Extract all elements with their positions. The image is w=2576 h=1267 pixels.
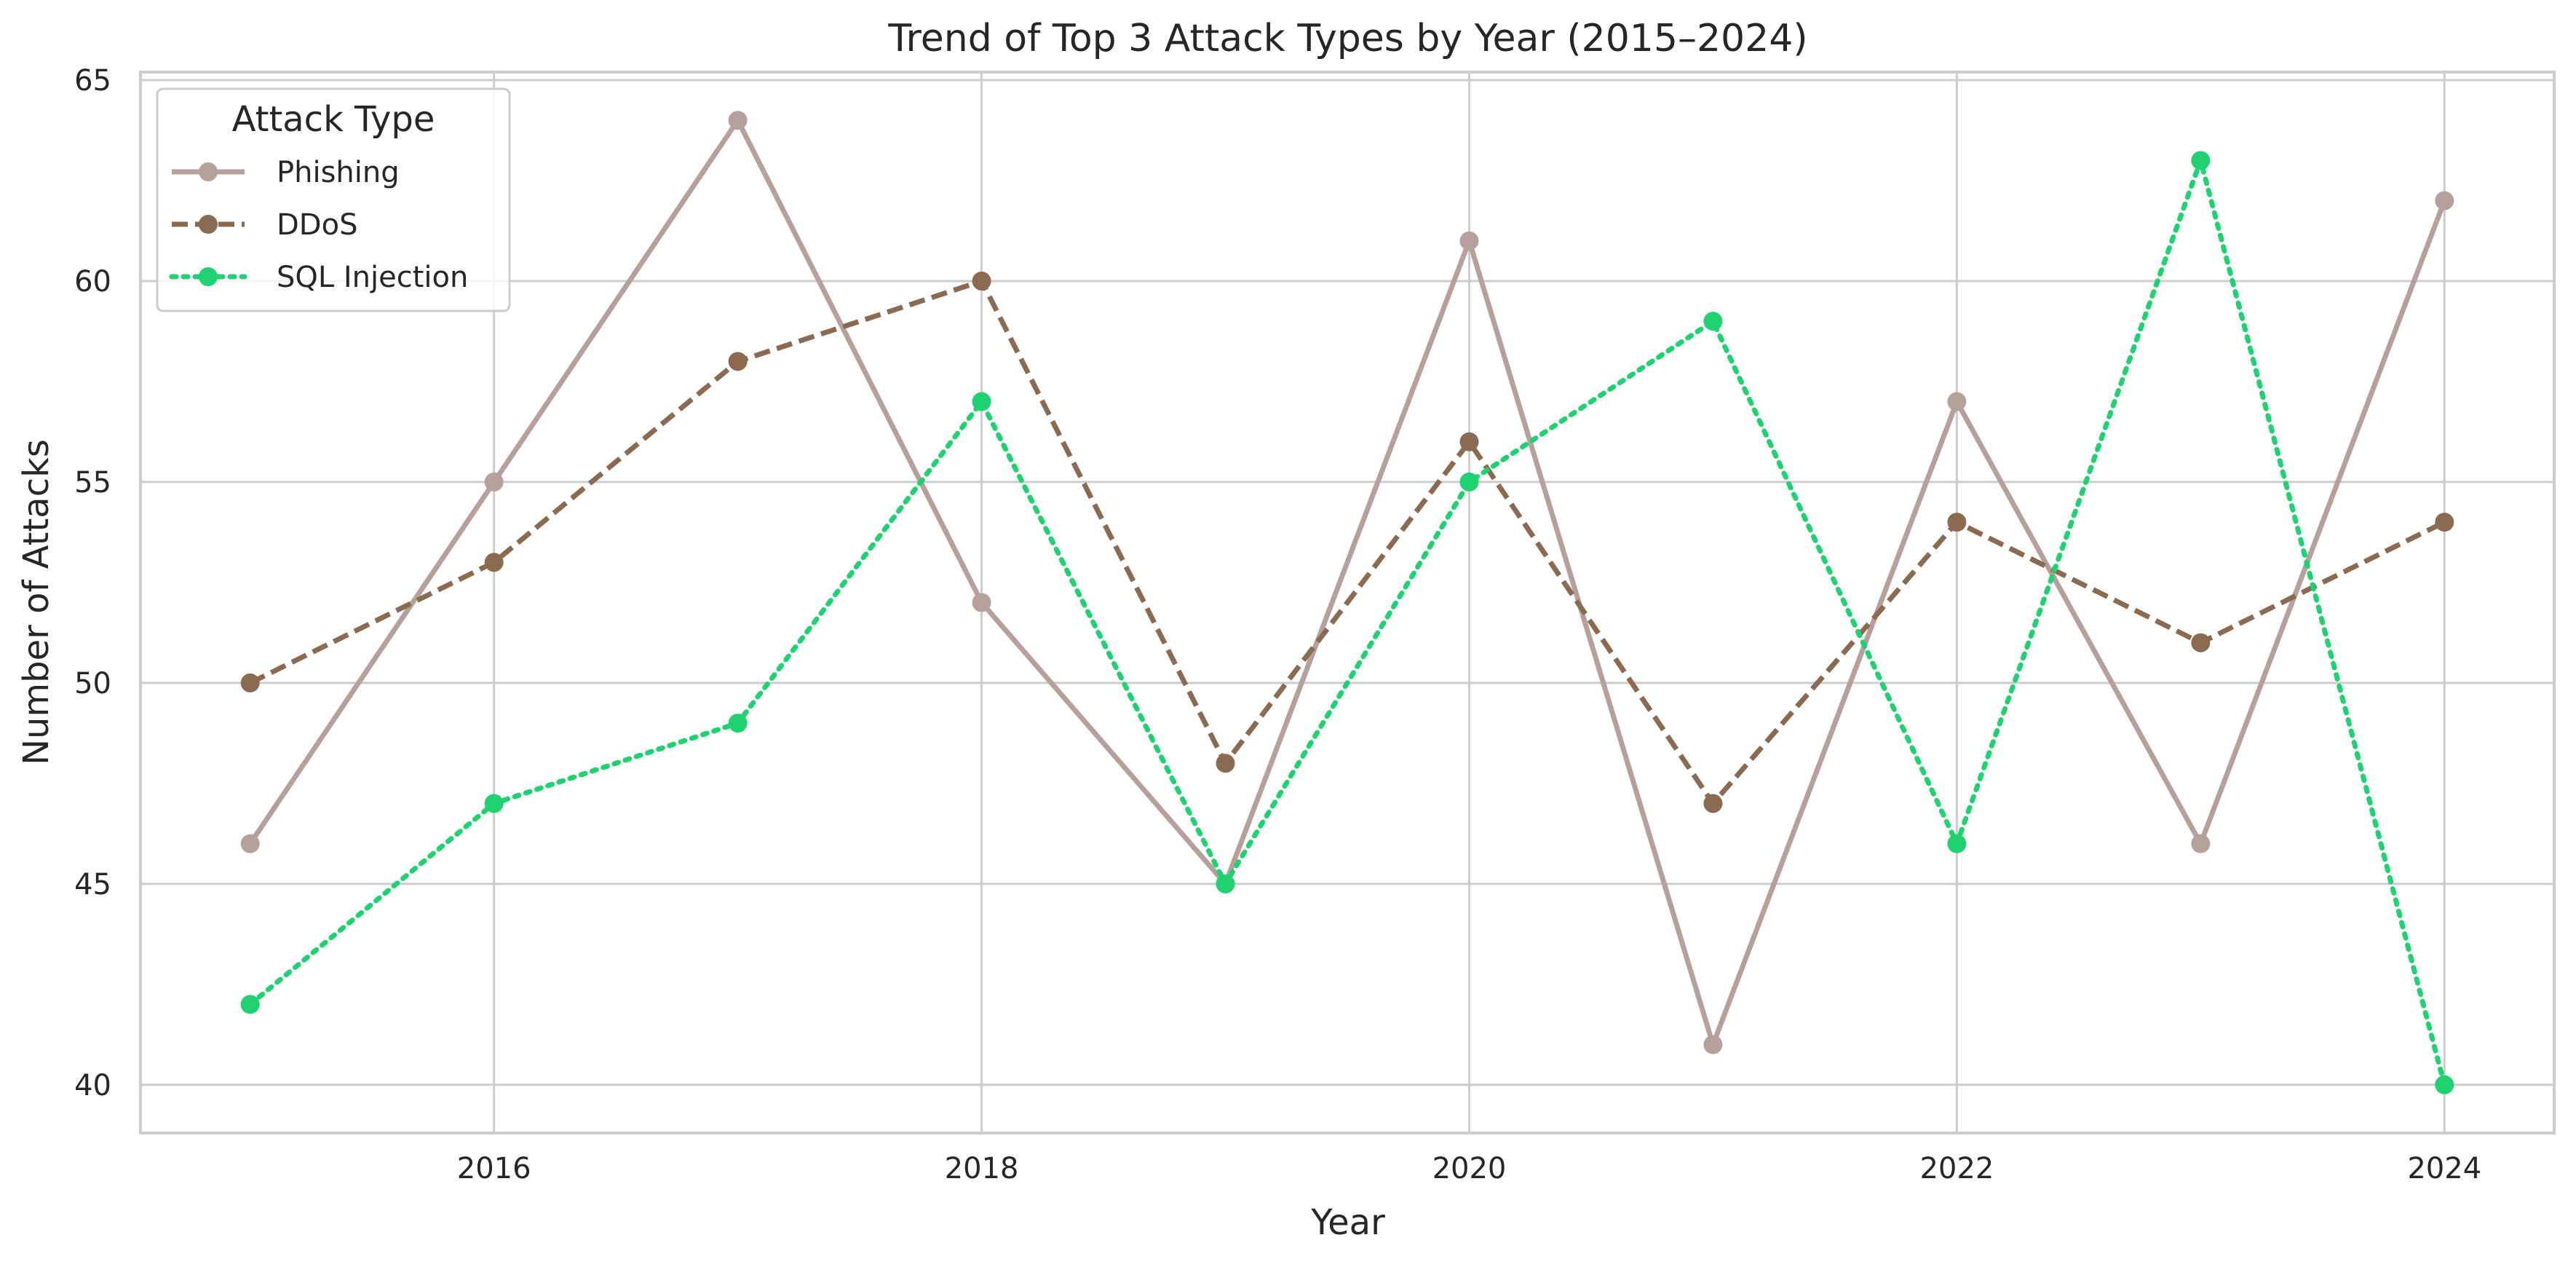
chart-title: Trend of Top 3 Attack Types by Year (201… bbox=[887, 17, 1807, 60]
data-point-phishing bbox=[1703, 1035, 1723, 1054]
data-point-sql-injection bbox=[484, 794, 504, 813]
series-sql-injection bbox=[240, 151, 2454, 1094]
data-point-phishing bbox=[1459, 231, 1479, 250]
series-line-phishing bbox=[247, 117, 2447, 1048]
series-ddos bbox=[240, 271, 2454, 813]
data-point-sql-injection bbox=[2435, 1075, 2454, 1094]
data-point-sql-injection bbox=[728, 714, 748, 733]
data-point-phishing bbox=[2435, 191, 2454, 210]
legend-entry-phishing: Phishing bbox=[172, 156, 400, 189]
tick-labels: 2016 2018 2020 2022 2024 40 45 50 55 60 65 bbox=[74, 64, 2481, 1185]
legend-entries: Phishing DDoS SQL Injection bbox=[169, 156, 468, 294]
legend-label-ddos: DDoS bbox=[277, 208, 357, 242]
data-point-ddos bbox=[1459, 432, 1479, 451]
legend-marker-ddos bbox=[199, 215, 218, 234]
legend-entry-ddos: DDoS bbox=[172, 208, 357, 242]
series-layer bbox=[240, 111, 2454, 1094]
legend-marker-phishing bbox=[199, 162, 218, 181]
legend-box bbox=[156, 87, 511, 312]
x-tick-label: 2018 bbox=[945, 1152, 1019, 1185]
plot-frame bbox=[139, 71, 2556, 1134]
x-tick-label: 2016 bbox=[457, 1152, 531, 1185]
legend-label-phishing: Phishing bbox=[277, 156, 400, 189]
legend-label-sql-injection: SQL Injection bbox=[277, 261, 468, 294]
data-point-sql-injection bbox=[240, 995, 260, 1014]
y-tick-label: 45 bbox=[74, 868, 111, 901]
series-line-sql-injection bbox=[247, 157, 2447, 1088]
data-point-phishing bbox=[240, 834, 260, 853]
data-point-ddos bbox=[1947, 513, 1967, 532]
data-point-sql-injection bbox=[1947, 834, 1967, 853]
data-point-ddos bbox=[240, 673, 260, 692]
legend-entry-sql-injection: SQL Injection bbox=[169, 261, 468, 294]
data-point-ddos bbox=[1216, 754, 1235, 773]
data-point-phishing bbox=[2191, 834, 2211, 853]
data-point-sql-injection bbox=[1459, 472, 1479, 492]
x-axis-label: Year bbox=[1310, 1202, 1385, 1243]
series-line-ddos bbox=[249, 278, 2446, 806]
data-point-sql-injection bbox=[972, 392, 991, 411]
data-point-sql-injection bbox=[2191, 151, 2211, 170]
data-point-ddos bbox=[972, 271, 991, 291]
y-tick-label: 55 bbox=[74, 466, 111, 500]
y-tick-label: 65 bbox=[74, 64, 111, 98]
data-point-phishing bbox=[972, 593, 991, 612]
legend: Attack Type Phishing DDoS SQL Injection bbox=[156, 87, 511, 312]
data-point-ddos bbox=[2435, 513, 2454, 532]
legend-marker-sql-injection bbox=[199, 267, 218, 286]
data-point-ddos bbox=[2191, 633, 2211, 652]
x-tick-label: 2022 bbox=[1919, 1152, 1994, 1185]
y-tick-label: 60 bbox=[74, 265, 111, 299]
y-tick-label: 40 bbox=[74, 1069, 111, 1102]
data-point-sql-injection bbox=[1216, 874, 1235, 893]
x-tick-label: 2020 bbox=[1432, 1152, 1507, 1185]
data-point-phishing bbox=[484, 472, 504, 492]
y-axis-label: Number of Attacks bbox=[16, 439, 57, 765]
data-point-ddos bbox=[1703, 794, 1723, 813]
data-point-phishing bbox=[1947, 392, 1967, 411]
y-tick-label: 50 bbox=[74, 667, 111, 700]
data-point-ddos bbox=[484, 553, 504, 572]
data-point-phishing bbox=[728, 111, 748, 130]
x-tick-label: 2024 bbox=[2407, 1152, 2481, 1185]
data-point-ddos bbox=[728, 352, 748, 371]
legend-title: Attack Type bbox=[232, 99, 435, 140]
data-point-sql-injection bbox=[1703, 312, 1723, 331]
